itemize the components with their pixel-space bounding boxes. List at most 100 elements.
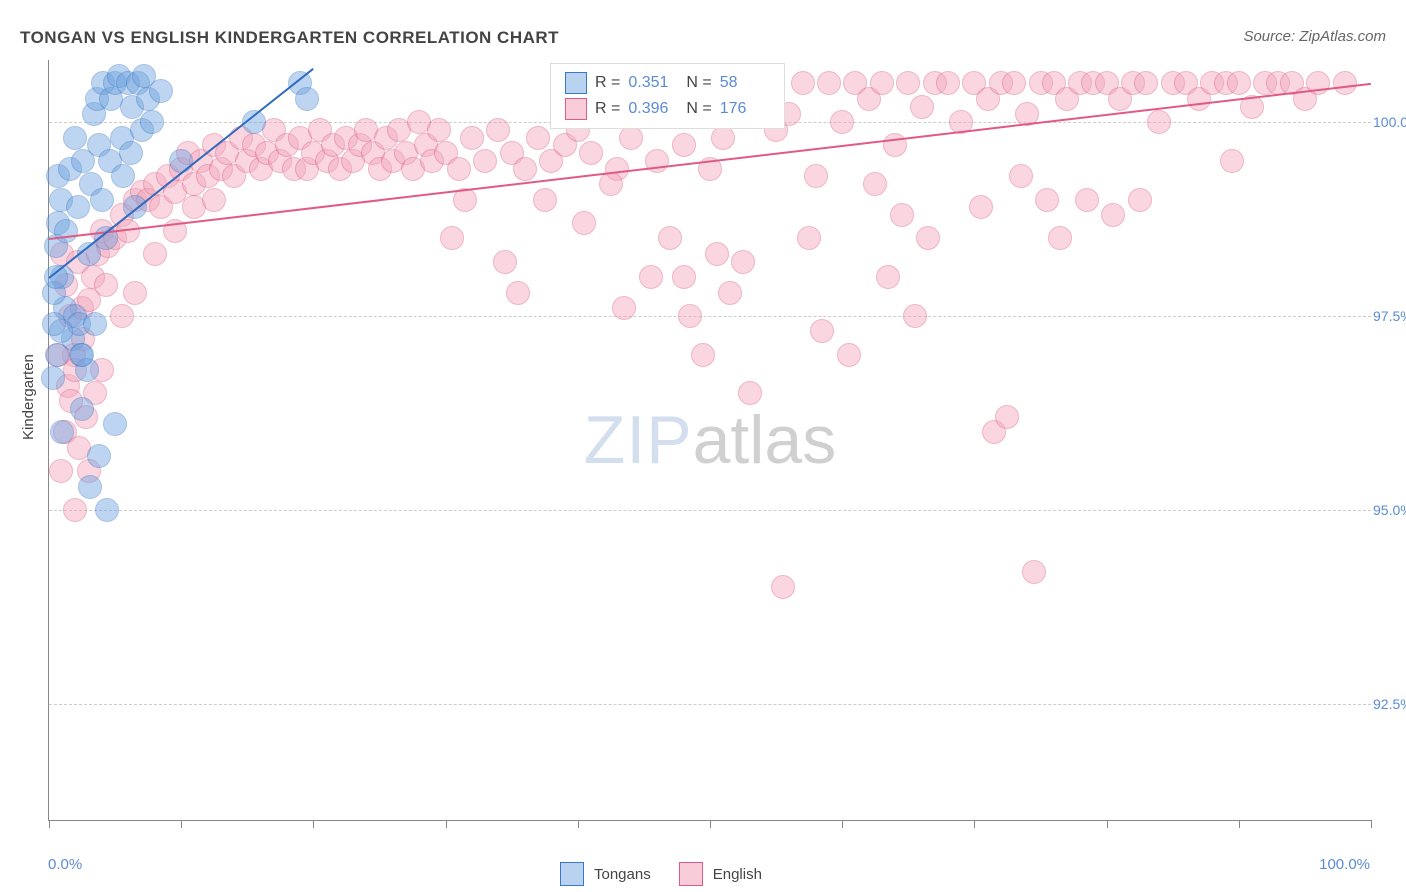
series-legend: Tongans English <box>560 862 762 886</box>
data-point <box>1134 71 1158 95</box>
data-point <box>870 71 894 95</box>
data-point <box>876 265 900 289</box>
correlation-legend: R =0.351N =58R =0.396N =176 <box>550 63 785 129</box>
legend-label: Tongans <box>594 866 651 883</box>
chart-source: Source: ZipAtlas.com <box>1243 28 1386 45</box>
data-point <box>90 188 114 212</box>
x-tick <box>1371 820 1372 828</box>
data-point <box>830 110 854 134</box>
data-point <box>447 157 471 181</box>
data-point <box>705 242 729 266</box>
data-point <box>1075 188 1099 212</box>
data-point <box>493 250 517 274</box>
data-point <box>738 381 762 405</box>
data-point <box>619 126 643 150</box>
data-point <box>110 304 134 328</box>
gridline <box>49 704 1371 705</box>
data-point <box>1220 149 1244 173</box>
chart-container: TONGAN VS ENGLISH KINDERGARTEN CORRELATI… <box>0 0 1406 892</box>
data-point <box>50 420 74 444</box>
data-point <box>440 226 464 250</box>
data-point <box>78 475 102 499</box>
legend-label: English <box>713 866 762 883</box>
data-point <box>672 133 696 157</box>
y-tick-label: 92.5% <box>1373 696 1406 712</box>
data-point <box>83 312 107 336</box>
data-point <box>863 172 887 196</box>
data-point <box>513 157 537 181</box>
data-point <box>678 304 702 328</box>
data-point <box>837 343 861 367</box>
data-point <box>691 343 715 367</box>
data-point <box>791 71 815 95</box>
data-point <box>672 265 696 289</box>
data-point <box>804 164 828 188</box>
data-point <box>473 149 497 173</box>
chart-title: TONGAN VS ENGLISH KINDERGARTEN CORRELATI… <box>20 28 559 48</box>
data-point <box>817 71 841 95</box>
data-point <box>896 71 920 95</box>
x-axis-max-label: 100.0% <box>1319 856 1370 873</box>
watermark-atlas: atlas <box>693 402 837 478</box>
legend-item: Tongans <box>560 862 651 886</box>
x-tick <box>1107 820 1108 828</box>
data-point <box>54 219 78 243</box>
data-point <box>910 95 934 119</box>
legend-row: R =0.396N =176 <box>565 96 770 122</box>
gridline <box>49 316 1371 317</box>
data-point <box>1147 110 1171 134</box>
legend-n-label: N = <box>686 100 711 118</box>
data-point <box>731 250 755 274</box>
data-point <box>41 366 65 390</box>
plot-area: ZIPatlas 92.5%95.0%97.5%100.0% <box>48 60 1371 821</box>
legend-item: English <box>679 862 762 886</box>
data-point <box>149 79 173 103</box>
x-tick <box>49 820 50 828</box>
data-point <box>1022 560 1046 584</box>
data-point <box>111 164 135 188</box>
legend-swatch <box>560 862 584 886</box>
x-tick <box>181 820 182 828</box>
data-point <box>123 281 147 305</box>
x-tick <box>1239 820 1240 828</box>
data-point <box>70 343 94 367</box>
data-point <box>810 319 834 343</box>
data-point <box>936 71 960 95</box>
data-point <box>87 444 111 468</box>
y-tick-label: 100.0% <box>1373 114 1406 130</box>
legend-swatch <box>565 98 587 120</box>
data-point <box>66 195 90 219</box>
data-point <box>612 296 636 320</box>
data-point <box>63 498 87 522</box>
data-point <box>1002 71 1026 95</box>
data-point <box>202 188 226 212</box>
legend-r-label: R = <box>595 74 620 92</box>
data-point <box>1048 226 1072 250</box>
data-point <box>42 312 66 336</box>
data-point <box>916 226 940 250</box>
data-point <box>140 110 164 134</box>
legend-r-value: 0.351 <box>628 74 678 92</box>
y-axis-label: Kindergarten <box>20 354 37 440</box>
x-tick <box>974 820 975 828</box>
data-point <box>771 575 795 599</box>
x-tick <box>842 820 843 828</box>
data-point <box>533 188 557 212</box>
y-tick-label: 97.5% <box>1373 308 1406 324</box>
data-point <box>1009 164 1033 188</box>
x-axis-min-label: 0.0% <box>48 856 82 873</box>
legend-r-value: 0.396 <box>628 100 678 118</box>
data-point <box>95 498 119 522</box>
data-point <box>969 195 993 219</box>
data-point <box>63 126 87 150</box>
data-point <box>718 281 742 305</box>
data-point <box>1333 71 1357 95</box>
gridline <box>49 510 1371 511</box>
x-tick <box>710 820 711 828</box>
data-point <box>903 304 927 328</box>
data-point <box>1035 188 1059 212</box>
data-point <box>639 265 663 289</box>
legend-swatch <box>679 862 703 886</box>
data-point <box>119 141 143 165</box>
data-point <box>506 281 530 305</box>
